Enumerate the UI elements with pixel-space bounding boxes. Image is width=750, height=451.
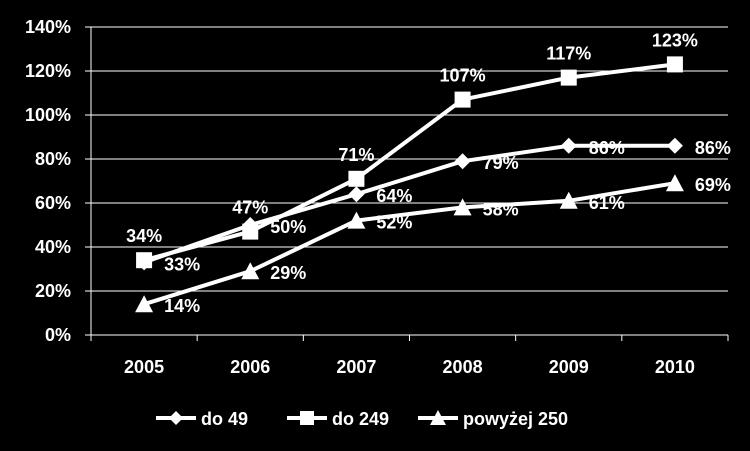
data-label: 123% — [652, 30, 698, 50]
legend-label: powyżej 250 — [463, 409, 568, 429]
diamond-marker — [454, 153, 471, 170]
x-tick-label: 2010 — [655, 357, 695, 377]
y-tick-label: 120% — [25, 61, 71, 81]
data-label: 34% — [126, 226, 162, 246]
x-tick-label: 2006 — [230, 357, 270, 377]
square-marker — [136, 252, 153, 269]
series-line-2 — [143, 181, 676, 307]
y-tick-label: 100% — [25, 105, 71, 125]
data-label: 61% — [589, 193, 625, 213]
square-marker — [242, 223, 259, 240]
diamond-marker — [348, 186, 365, 203]
y-tick-labels: 0% 20% 40% 60% 80% 100% 120% 140% — [25, 17, 71, 345]
series-line-0 — [143, 143, 675, 265]
square-marker — [560, 69, 577, 86]
data-label: 58% — [483, 199, 519, 219]
data-label: 50% — [270, 217, 306, 237]
y-tick-label: 20% — [35, 281, 71, 301]
axes — [85, 26, 729, 341]
triangle-marker — [241, 262, 260, 280]
triangle-marker — [135, 295, 154, 313]
triangle-marker — [347, 211, 366, 229]
diamond-marker — [560, 137, 577, 154]
x-tick-label: 2009 — [549, 357, 589, 377]
series-lines — [135, 56, 684, 313]
diamond-marker — [666, 137, 683, 154]
data-label: 86% — [695, 138, 731, 158]
y-tick-label: 60% — [35, 193, 71, 213]
data-label: 79% — [483, 153, 519, 173]
data-label: 33% — [164, 254, 200, 274]
legend: do 49 do 249 powyżej 250 — [156, 409, 568, 429]
data-label: 29% — [270, 263, 306, 283]
data-label: 107% — [440, 66, 486, 86]
triangle-marker — [665, 174, 684, 192]
triangle-marker — [430, 410, 446, 425]
data-label: 52% — [376, 213, 412, 233]
square-marker — [348, 170, 365, 187]
data-labels: 33% 50% 64% 79% 86% 86% 34% 47% 71% 107% 117% 123% 1… — [126, 30, 731, 316]
data-label: 64% — [376, 186, 412, 206]
square-marker — [666, 56, 683, 73]
data-label: 86% — [589, 138, 625, 158]
data-label: 117% — [546, 44, 591, 64]
x-tick-label: 2005 — [124, 357, 164, 377]
y-tick-label: 140% — [25, 17, 71, 37]
triangle-marker — [559, 191, 578, 209]
data-label: 47% — [232, 198, 268, 218]
series-line-1 — [143, 62, 676, 263]
data-label: 14% — [164, 296, 200, 316]
x-tick-label: 2007 — [336, 357, 376, 377]
y-tick-label: 0% — [45, 325, 71, 345]
legend-label: do 49 — [201, 409, 248, 429]
triangle-marker — [453, 198, 472, 216]
x-tick-labels: 2005 2006 2007 2008 2009 2010 — [124, 357, 695, 377]
data-label: 71% — [338, 145, 374, 165]
y-tick-label: 80% — [35, 149, 71, 169]
diamond-marker — [169, 411, 183, 425]
legend-label: do 249 — [332, 409, 389, 429]
x-tick-label: 2008 — [443, 357, 483, 377]
y-tick-label: 40% — [35, 237, 71, 257]
data-label: 69% — [695, 175, 731, 195]
gridlines — [91, 26, 728, 292]
square-marker — [454, 91, 471, 108]
square-marker — [300, 411, 314, 425]
